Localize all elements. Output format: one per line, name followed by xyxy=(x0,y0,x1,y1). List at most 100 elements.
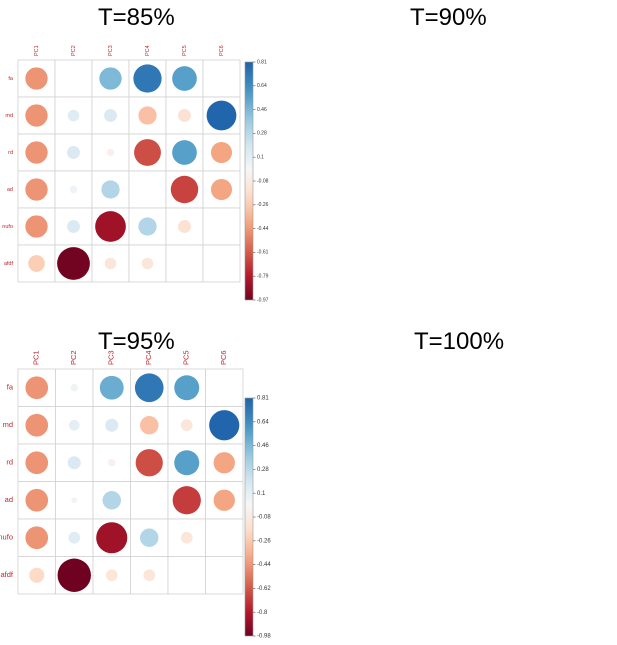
correlation-circle xyxy=(104,257,117,270)
corrplot-panel-t85: T=85% PC1 PC2 PC3 PC4 PC5 PC6 fa md rd ad nufo afdf… xyxy=(0,0,300,320)
correlation-circle xyxy=(28,255,45,272)
correlation-circle xyxy=(25,451,49,475)
column-label: PC1 xyxy=(34,45,40,56)
panel-title: T=100% xyxy=(414,328,505,355)
correlation-circle xyxy=(178,109,191,122)
correlation-circle xyxy=(99,375,124,400)
colorbar-tick-label: 0.28 xyxy=(257,131,267,137)
corrplot-panel-t90: T=90% PC1PC2PC3PC4PC5PC6famdrdadnufoafdf… xyxy=(310,0,617,320)
row-label: rd xyxy=(6,458,13,467)
grid-cell xyxy=(202,59,241,98)
correlation-circle xyxy=(170,175,199,204)
correlation-circle xyxy=(69,185,78,194)
correlation-circle xyxy=(174,375,200,401)
grid-cell xyxy=(202,207,241,246)
grid-cell xyxy=(205,368,244,407)
correlation-circle xyxy=(25,178,48,201)
grid-cell xyxy=(202,244,241,283)
correlation-matrix-t90: PC1PC2PC3PC4PC5PC6famdrdadnufoafdf0.980.… xyxy=(310,0,617,320)
colorbar-tick-label: 0.1 xyxy=(257,155,264,161)
correlation-matrix-t95: PC1 PC2 PC3 PC4 PC5 PC6 fa md rd ad nufo afdf 0.81 0.… xyxy=(0,350,271,640)
column-label: PC2 xyxy=(71,45,77,56)
panel-title: T=95% xyxy=(98,328,175,355)
correlation-circle xyxy=(107,458,116,467)
correlation-circle xyxy=(57,558,91,592)
correlation-circle xyxy=(71,497,78,504)
correlation-circle xyxy=(25,376,49,400)
column-label: PC3 xyxy=(108,45,114,56)
column-label: PC3 xyxy=(107,350,116,365)
correlation-circle xyxy=(141,257,154,270)
row-label: fa xyxy=(7,383,14,392)
colorbar xyxy=(244,61,254,301)
grid-cell xyxy=(54,207,93,246)
grid-cell xyxy=(167,556,206,595)
correlation-circle xyxy=(99,67,122,90)
correlation-circle xyxy=(101,180,120,199)
colorbar-tick-label: -0.97 xyxy=(257,297,269,303)
correlation-circle xyxy=(172,486,201,515)
correlation-circle xyxy=(178,220,191,233)
colorbar-tick-label: -0.08 xyxy=(257,515,271,521)
colorbar-tick-label: -0.98 xyxy=(257,634,271,640)
correlation-circle xyxy=(67,109,80,122)
corrplot-panel-t95: T=95% PC1 PC2 PC3 PC4 PC5 PC6 fa md rd ad nufo afdf… xyxy=(0,322,300,645)
correlation-circle xyxy=(68,531,81,544)
correlation-circle xyxy=(174,450,200,476)
colorbar-tick-label: -0.26 xyxy=(257,202,269,208)
grid-cell xyxy=(205,518,244,557)
colorbar-tick-label: -0.61 xyxy=(257,250,269,256)
correlation-circle xyxy=(25,488,49,512)
correlation-circle xyxy=(180,419,193,432)
row-label: nufo xyxy=(0,533,13,542)
correlation-circle xyxy=(25,526,49,550)
correlation-circle xyxy=(102,491,121,510)
grid-cell xyxy=(205,556,244,595)
correlation-circle xyxy=(29,567,45,583)
colorbar-tick-label: -0.79 xyxy=(257,274,269,280)
correlation-circle xyxy=(138,217,157,236)
correlation-circle xyxy=(106,148,115,157)
column-label: PC4 xyxy=(144,350,153,365)
correlation-circle xyxy=(105,569,118,582)
correlation-circle xyxy=(180,531,193,544)
panel-title: T=90% xyxy=(410,4,487,31)
row-label: md xyxy=(5,113,13,119)
correlation-circle xyxy=(143,569,156,582)
colorbar-tick-label: -0.44 xyxy=(257,226,269,232)
row-label: nufo xyxy=(2,224,13,230)
column-label: PC5 xyxy=(182,350,191,365)
correlation-circle xyxy=(67,456,81,470)
correlation-circle xyxy=(140,416,159,435)
correlation-circle xyxy=(213,452,235,474)
colorbar-tick-label: 0.81 xyxy=(257,396,269,402)
colorbar-tick-label: -0.44 xyxy=(257,562,271,568)
grid-cell xyxy=(128,170,167,209)
row-label: md xyxy=(3,420,13,429)
colorbar xyxy=(244,397,254,637)
correlation-circle xyxy=(95,211,126,242)
row-label: rd xyxy=(8,150,13,156)
correlation-circle xyxy=(172,140,197,165)
column-label: PC5 xyxy=(182,45,188,56)
correlation-circle xyxy=(67,220,80,233)
correlation-circle xyxy=(213,489,235,511)
row-label: ad xyxy=(7,187,13,193)
colorbar-tick-label: -0.62 xyxy=(257,586,271,592)
colorbar-tick-label: 0.64 xyxy=(257,83,267,89)
correlation-circle xyxy=(209,410,240,441)
correlation-circle xyxy=(206,100,237,131)
column-label: PC2 xyxy=(69,350,78,365)
column-label: PC4 xyxy=(145,45,151,56)
correlation-circle xyxy=(25,104,48,127)
column-label: PC6 xyxy=(219,350,228,365)
correlation-circle xyxy=(138,106,157,125)
colorbar-tick-label: -0.8 xyxy=(257,610,268,616)
colorbar-tick-label: -0.26 xyxy=(257,538,271,544)
row-label: fa xyxy=(8,76,14,82)
correlation-circle xyxy=(67,146,80,159)
correlation-circle xyxy=(140,528,159,547)
correlation-circle xyxy=(25,67,48,90)
row-label: afdf xyxy=(4,261,14,267)
correlation-circle xyxy=(210,141,233,164)
